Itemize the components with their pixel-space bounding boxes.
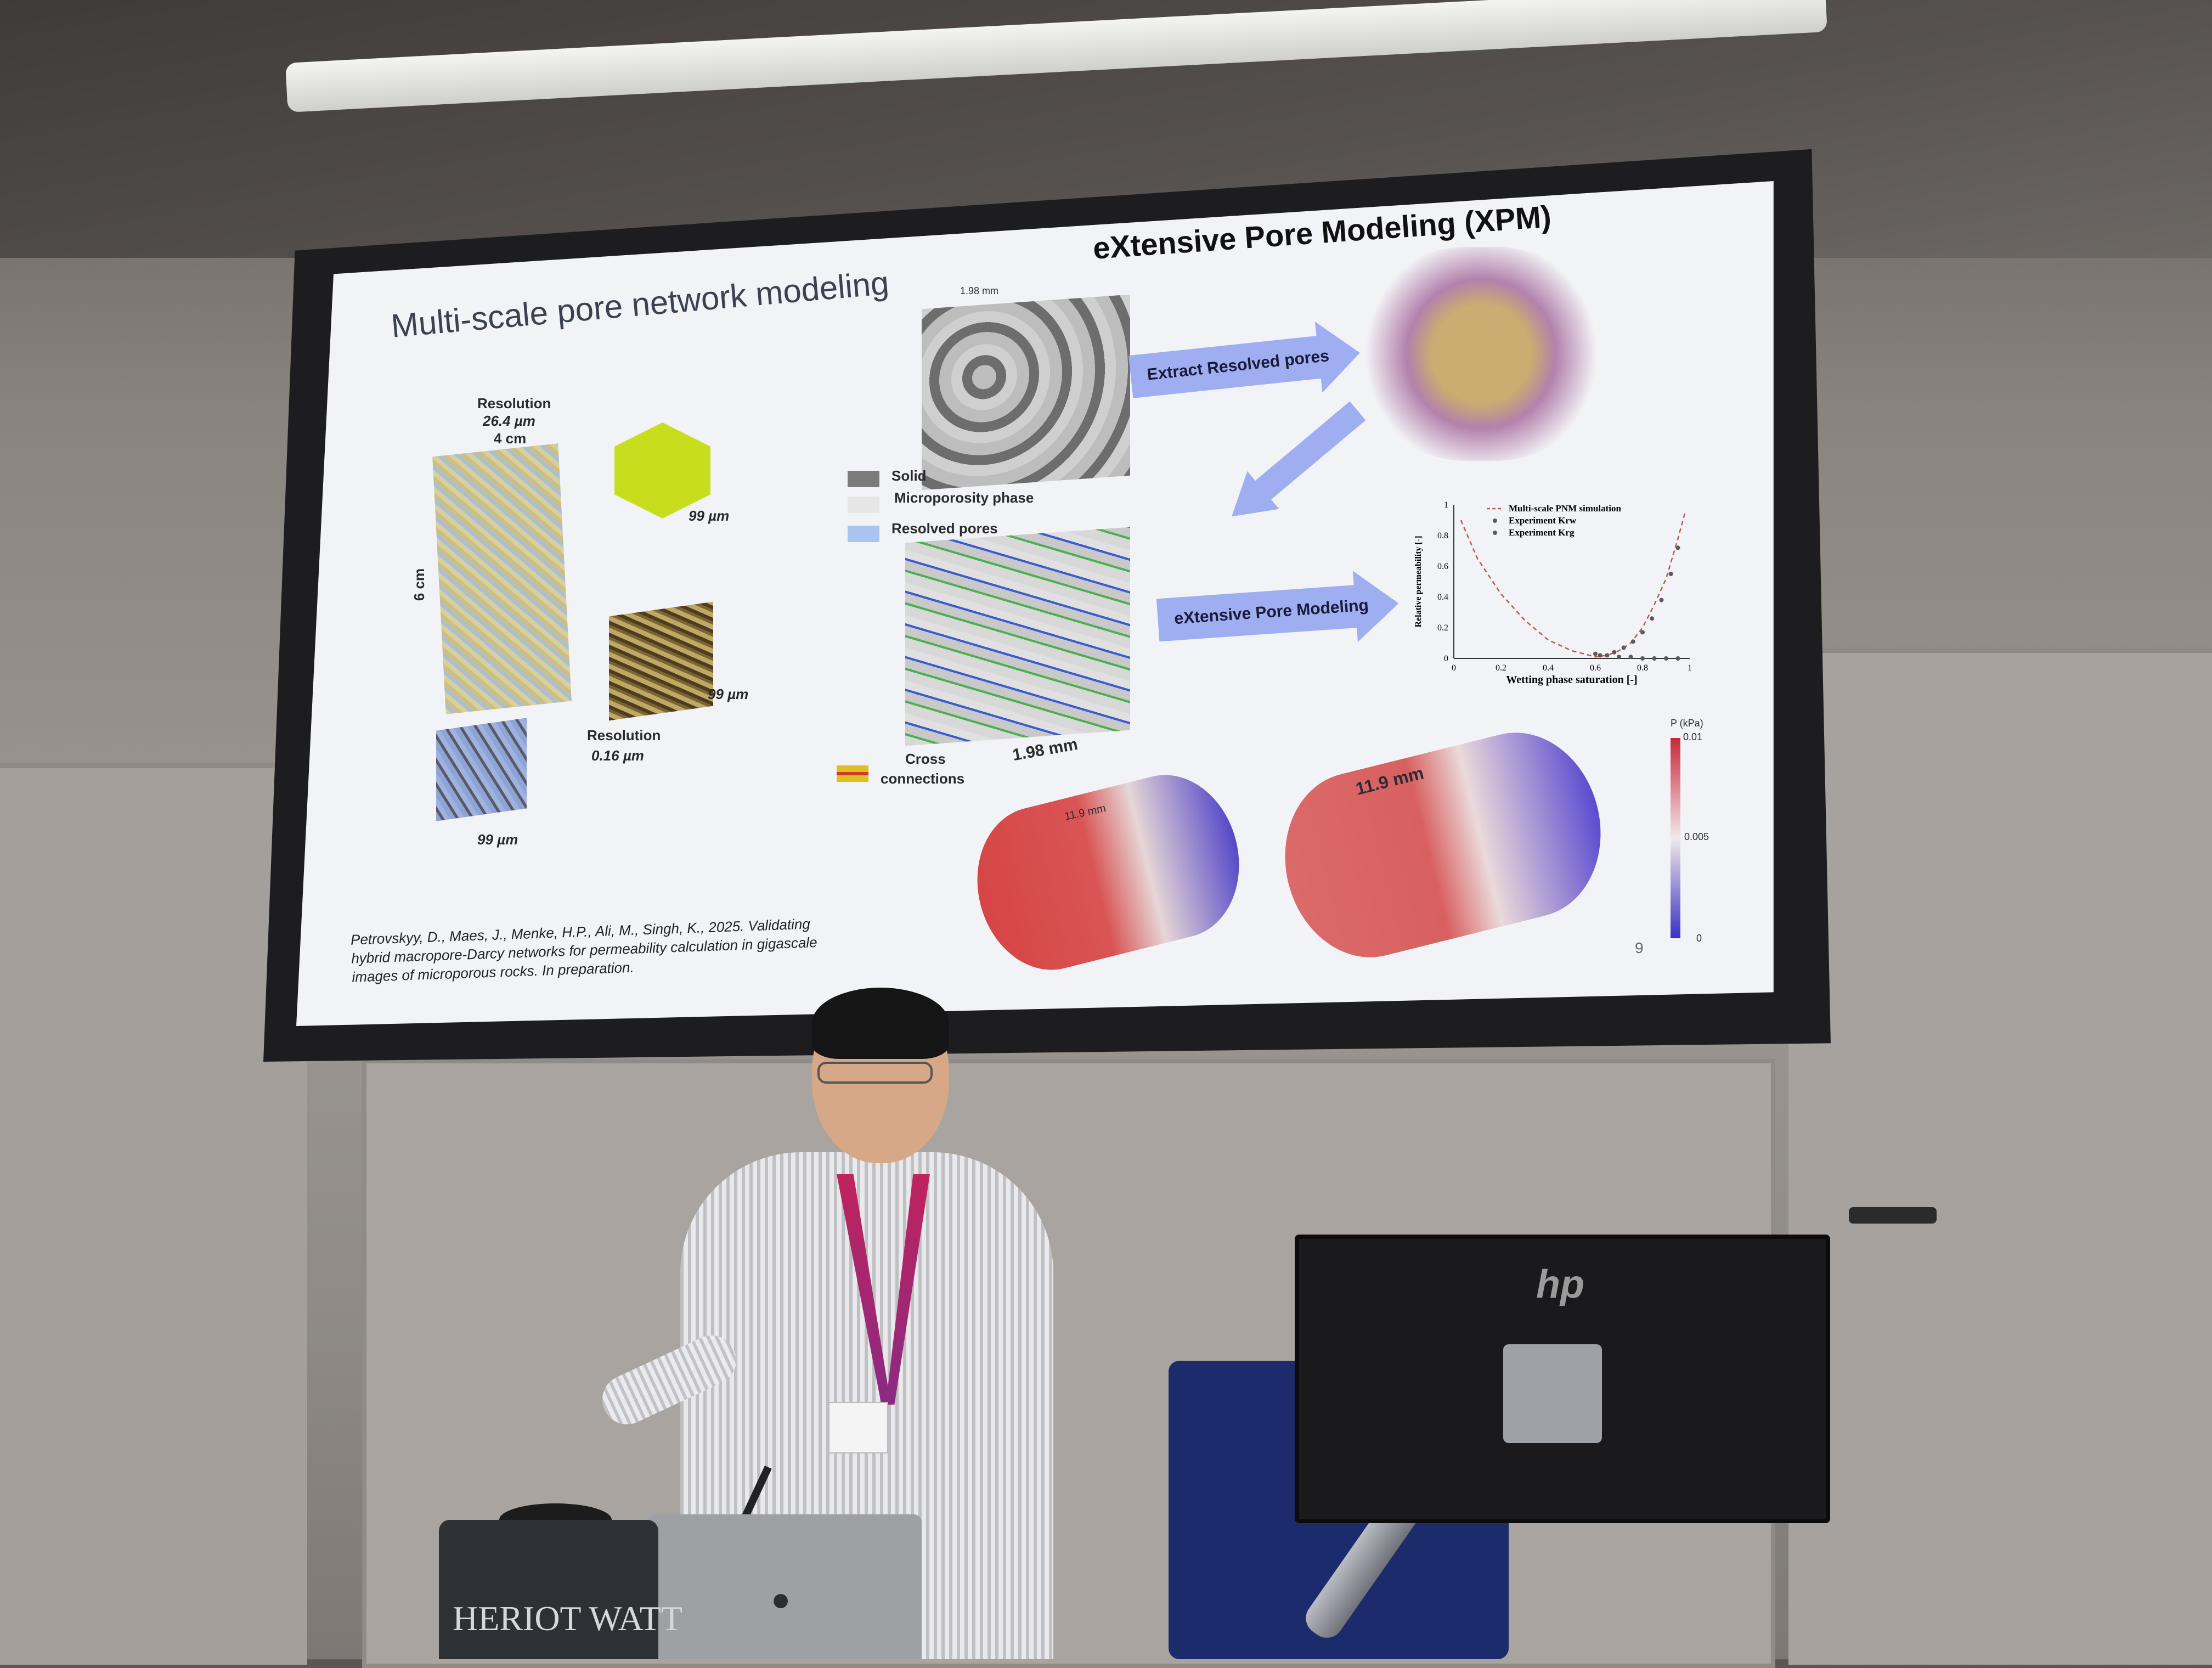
data-point xyxy=(1675,545,1680,550)
podium xyxy=(439,1520,658,1659)
core-resolution-label: Resolution xyxy=(477,395,551,412)
y-axis-label: Relative permeability [-] xyxy=(1414,536,1423,627)
scale-label-2: 99 µm xyxy=(708,686,749,702)
legend-marker-2 xyxy=(1493,531,1497,535)
colorbar-tick-max: 0.01 xyxy=(1683,731,1703,742)
core-height-label: 6 cm xyxy=(411,568,428,601)
small-cube-image xyxy=(436,718,527,821)
colorbar-tick-mid: 0.005 xyxy=(1684,831,1709,842)
monitor-brand-logo: hp xyxy=(1536,1263,1584,1306)
core-resolution-value: 26.4 µm xyxy=(483,413,535,429)
legend-label-2: Experiment Krg xyxy=(1509,527,1575,538)
legend-connections-label: connections xyxy=(881,770,965,787)
series-line-0 xyxy=(1460,512,1686,658)
colorbar-tick-min: 0 xyxy=(1696,933,1702,944)
y-tick-label: 0.2 xyxy=(1437,623,1448,633)
y-tick-label: 0 xyxy=(1444,654,1448,663)
x-axis-label: Wetting phase saturation [-] xyxy=(1506,674,1637,686)
podium-logo-text: HERIOT WATT xyxy=(453,1599,682,1638)
y-tick-label: 0.4 xyxy=(1437,593,1448,602)
x-tick-label: 0.6 xyxy=(1590,663,1601,673)
right-whiteboard xyxy=(1788,647,2212,1665)
colorbar-title: P (kPa) xyxy=(1671,718,1703,729)
microporosity-cube-image xyxy=(609,601,713,721)
scale-label-1: 99 µm xyxy=(689,508,730,524)
fine-resolution-label: Resolution xyxy=(587,727,661,743)
legend-label-0: Multi-scale PNM simulation xyxy=(1509,503,1621,514)
extracted-pores-cube-image xyxy=(905,527,1130,746)
relative-permeability-chart: 0 0.2 0.4 0.6 0.8 1 0 0.2 0.4 0.6 0.8 1 Wetting phas… xyxy=(1414,500,1692,686)
laptop xyxy=(647,1514,922,1659)
chart-axes: 0 0.2 0.4 0.6 0.8 1 0 0.2 0.4 0.6 0.8 1 Wetting phas… xyxy=(1414,500,1692,686)
data-point xyxy=(1664,656,1668,661)
slide-page-number: 9 xyxy=(1635,939,1644,956)
data-point xyxy=(1675,656,1680,661)
data-point xyxy=(1593,651,1598,656)
data-point xyxy=(1598,653,1602,658)
name-badge xyxy=(828,1402,888,1453)
x-tick-label: 1 xyxy=(1688,663,1692,673)
arrow-xpm-label: eXtensive Pore Modeling xyxy=(1173,596,1369,628)
data-point xyxy=(1628,655,1633,660)
presenter-hair xyxy=(812,988,949,1059)
core-width-label: 4 cm xyxy=(494,430,527,447)
x-tick-label: 0.8 xyxy=(1637,663,1648,673)
data-point xyxy=(1640,630,1645,635)
legend-label-1: Experiment Krw xyxy=(1509,515,1577,526)
rock-core-image xyxy=(432,443,572,714)
legend-marker-1 xyxy=(1493,519,1497,523)
glasses xyxy=(817,1062,933,1084)
data-point xyxy=(1612,650,1617,655)
x-tick-label: 0.4 xyxy=(1543,663,1554,673)
legend-swatch-cross xyxy=(837,765,868,782)
legend-cross-label: Cross xyxy=(905,751,946,767)
data-point xyxy=(1640,656,1645,661)
pore-network-image xyxy=(1355,247,1607,461)
legend-resolved-label: Resolved pores xyxy=(891,520,998,537)
chart-marks xyxy=(1460,512,1686,661)
marker-tray xyxy=(1849,1207,1937,1224)
fine-resolution-value: 0.16 µm xyxy=(591,747,644,764)
arrow-extract-label: Extract Resolved pores xyxy=(1146,347,1330,384)
hexagon-sample-image xyxy=(614,422,710,519)
scale-label-3: 99 µm xyxy=(477,831,518,848)
pressure-colorbar xyxy=(1671,738,1680,938)
data-point xyxy=(1650,616,1655,621)
monitor-mount xyxy=(1503,1344,1602,1443)
x-tick-label: 0.2 xyxy=(1496,663,1506,673)
legend-swatch-resolved xyxy=(848,526,879,542)
cube-top-dimension: 1.98 mm xyxy=(960,285,999,296)
y-tick-label: 0.8 xyxy=(1437,531,1448,540)
segmented-cube-image xyxy=(922,294,1130,491)
y-tick-label: 0.6 xyxy=(1437,562,1448,571)
x-tick-label: 0 xyxy=(1452,663,1456,673)
legend-swatch-solid xyxy=(848,471,879,487)
left-whiteboard xyxy=(0,763,307,1665)
data-point xyxy=(1668,572,1673,576)
data-point xyxy=(1605,653,1610,658)
legend-microporosity-label: Microporosity phase xyxy=(894,489,1034,506)
data-point xyxy=(1617,655,1621,660)
data-point xyxy=(1621,645,1626,650)
data-point xyxy=(1652,656,1657,661)
legend-solid-label: Solid xyxy=(891,467,927,484)
legend-swatch-microporosity xyxy=(848,497,879,513)
data-point xyxy=(1630,639,1635,644)
apple-logo-icon: ● xyxy=(771,1581,791,1618)
y-tick-label: 1 xyxy=(1444,500,1448,510)
data-point xyxy=(1659,598,1664,602)
